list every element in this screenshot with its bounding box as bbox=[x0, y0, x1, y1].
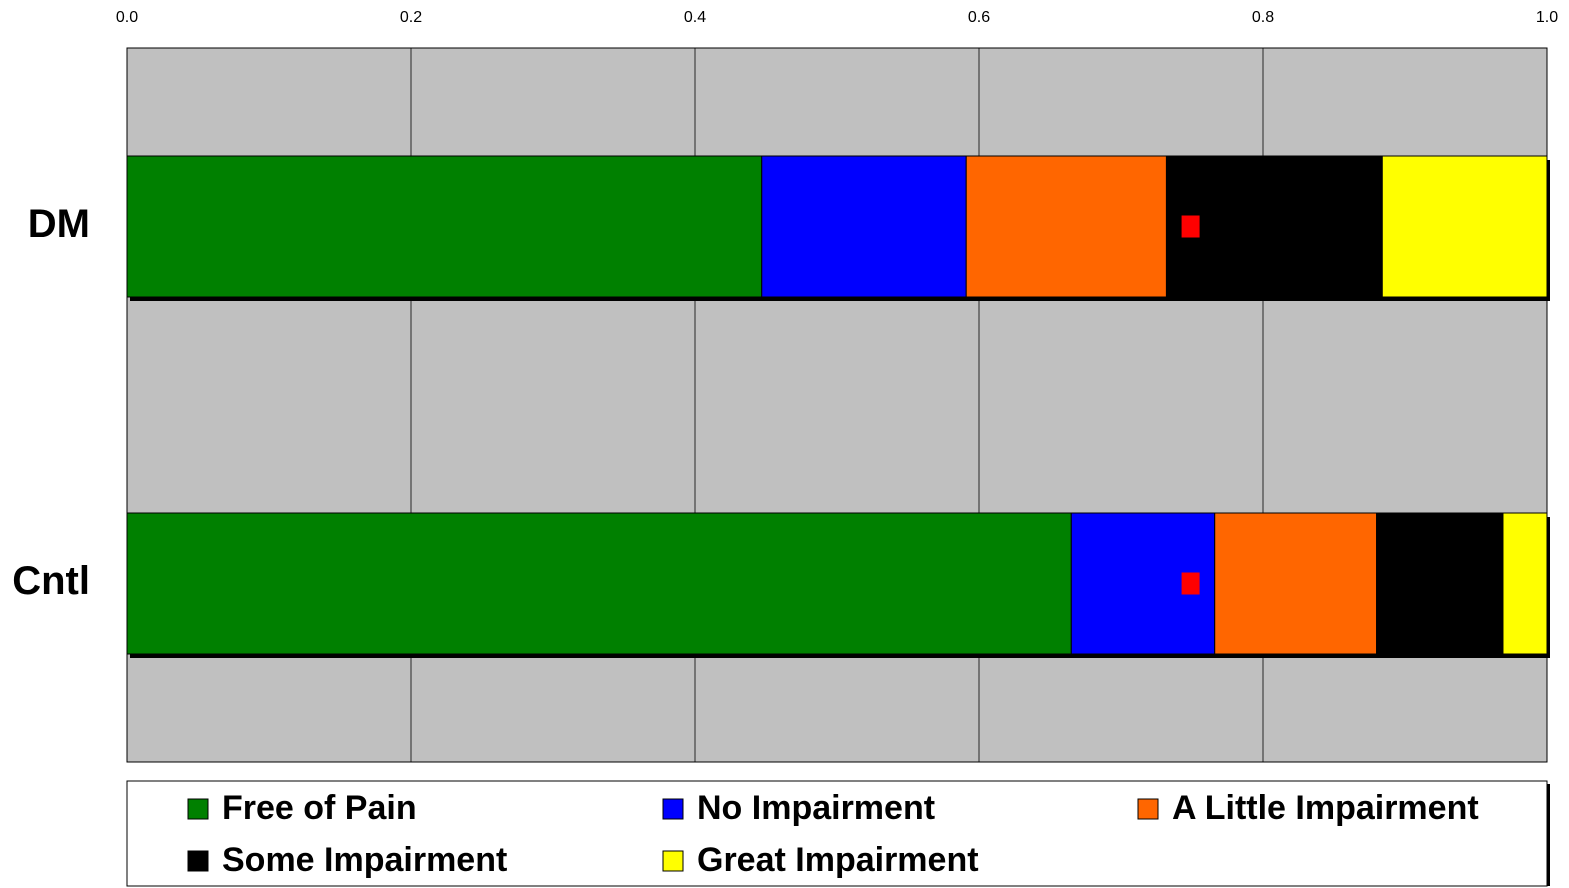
bar-segment bbox=[761, 155, 967, 298]
legend-label: A Little Impairment bbox=[1172, 789, 1479, 827]
x-tick-label: 0.2 bbox=[400, 9, 422, 26]
x-tick-label: 0.8 bbox=[1252, 9, 1274, 26]
bar-segment bbox=[965, 155, 1167, 298]
bar-segment bbox=[1376, 512, 1504, 655]
legend-label: Free of Pain bbox=[222, 789, 417, 827]
category-label: DM bbox=[28, 202, 90, 246]
legend-label: No Impairment bbox=[697, 789, 935, 827]
marker bbox=[1181, 572, 1200, 595]
legend-swatch bbox=[187, 798, 209, 820]
category-label: Cntl bbox=[12, 559, 90, 603]
legend-label: Great Impairment bbox=[697, 841, 979, 879]
legend-swatch bbox=[1137, 798, 1159, 820]
legend-swatch bbox=[662, 798, 684, 820]
bar-segment bbox=[126, 155, 763, 298]
marker bbox=[1181, 215, 1200, 238]
x-tick-label: 1.0 bbox=[1536, 9, 1558, 26]
x-tick-label: 0.4 bbox=[684, 9, 706, 26]
bar-segment bbox=[1381, 155, 1548, 298]
bar-segment bbox=[1502, 512, 1548, 655]
legend-swatch bbox=[187, 850, 209, 872]
bar-segment bbox=[1214, 512, 1378, 655]
x-tick-label: 0.6 bbox=[968, 9, 990, 26]
bar-segment bbox=[126, 512, 1072, 655]
legend-swatch bbox=[662, 850, 684, 872]
x-tick-label: 0.0 bbox=[116, 9, 138, 26]
legend-label: Some Impairment bbox=[222, 841, 507, 879]
legend-box bbox=[126, 780, 1548, 887]
bar-segment bbox=[1165, 155, 1383, 298]
